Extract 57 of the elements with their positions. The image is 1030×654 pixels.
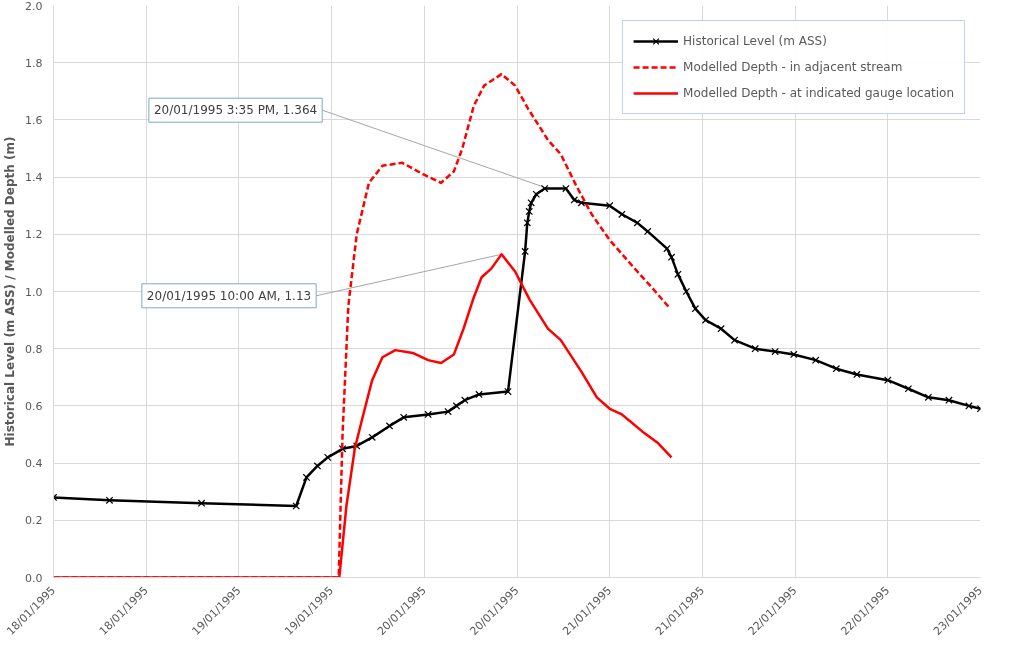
point [682,287,691,296]
point [338,445,347,453]
point [292,502,300,510]
point [853,370,861,379]
point [811,356,820,364]
point [525,207,534,216]
y-axis-title: Historical Level (m ASS) / Modelled Depth (m) [3,136,18,447]
point [461,396,469,404]
point [540,184,549,193]
point [523,219,532,227]
annotation: 20/01/1995 10:00 AM, 1.13 [146,288,312,303]
point [751,344,759,353]
point [633,219,642,227]
point [771,347,779,356]
point [323,453,332,462]
point [730,336,739,344]
point [444,407,452,416]
point [945,396,953,404]
point [663,244,671,253]
line-series [53,184,981,510]
y-tick-label: 0.8 [25,342,43,356]
point [701,316,710,324]
point [385,422,394,430]
point [302,473,311,482]
point [717,324,725,333]
point [904,384,913,393]
point [504,387,512,396]
legend-label: Modelled Depth - at indicated gauge location [683,86,954,100]
point [399,413,408,422]
y-tick-label: 1.6 [25,113,43,127]
y-tick-label: 1.2 [25,228,43,242]
y-tick-label: 0.2 [25,514,43,528]
legend-label: Modelled Depth - in adjacent stream [683,60,903,74]
y-tick-label: 1.8 [25,56,43,70]
point [424,410,432,419]
y-tick-label: 1.4 [25,171,43,185]
point [667,253,676,261]
point [352,442,361,450]
point [674,270,682,279]
point [452,402,461,410]
point [521,247,529,256]
y-tick-label: 0.4 [25,457,43,471]
point [313,462,322,470]
y-tick-label: 0.6 [25,399,43,413]
point [643,227,652,236]
point [368,433,376,442]
point [197,499,206,507]
legend-label: Historical Level (m ASS) [683,34,827,48]
point [790,350,798,359]
point [618,210,626,219]
annotation: 20/01/1995 3:35 PM, 1.364 [153,103,318,118]
y-tick-label: 1.0 [25,285,43,299]
y-tick-label: 2.0 [25,0,43,13]
y-tick-label: 0.0 [25,571,43,585]
point [475,390,483,399]
point [562,184,570,193]
point [105,496,114,505]
